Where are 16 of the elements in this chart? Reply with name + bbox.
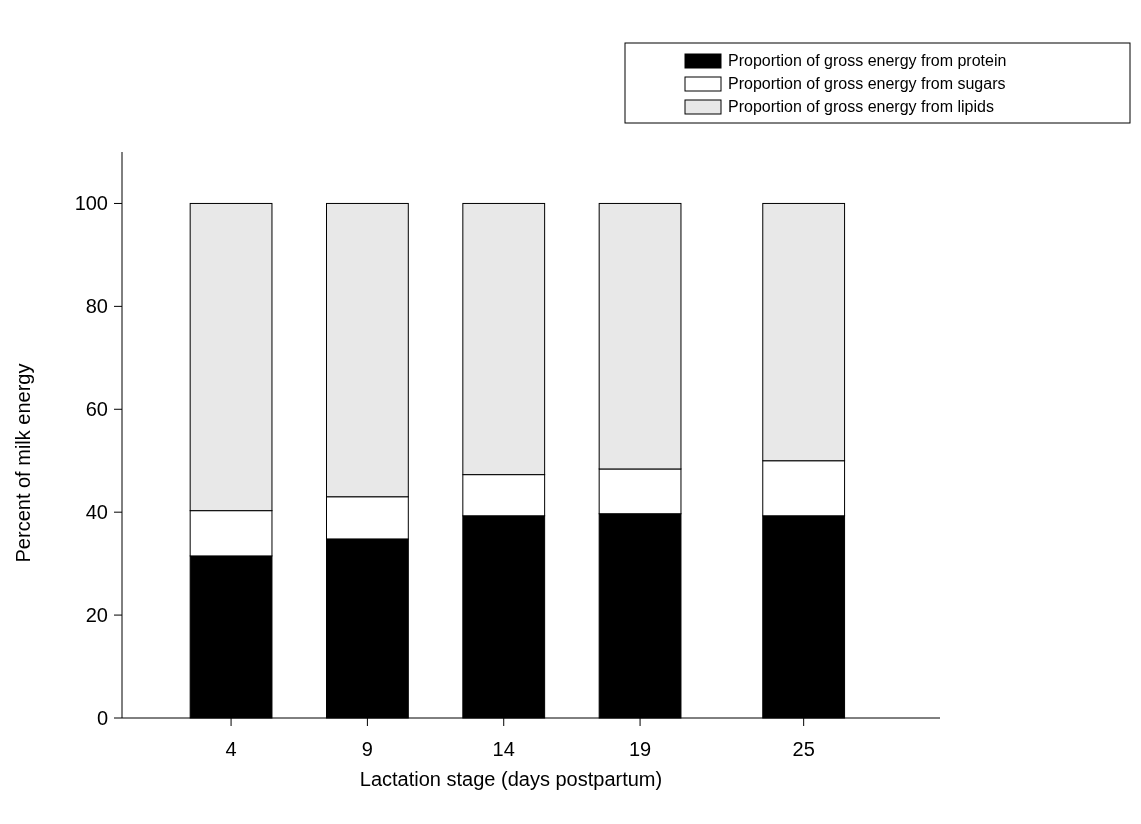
legend-label: Proportion of gross energy from sugars [728,75,1006,92]
x-tick-label: 25 [792,738,815,760]
x-tick-label: 19 [628,738,652,760]
y-tick-label: 40 [85,501,108,524]
y-tick-label: 0 [96,707,108,729]
y-tick-label: 20 [85,604,108,627]
x-tick-label: 9 [361,738,373,760]
y-tick-label: 60 [85,398,108,421]
x-tick-label: 4 [225,738,237,760]
x-tick-label: 14 [492,738,515,760]
y-tick-label: 80 [85,295,108,318]
y-axis-title: Percent of milk energy [12,363,34,563]
legend-label: Proportion of gross energy from lipids [728,98,994,115]
legend-label: Proportion of gross energy from protein [728,52,1007,69]
x-axis-title: Lactation stage (days postpartum) [359,768,663,790]
y-tick-label: 100 [74,192,108,215]
